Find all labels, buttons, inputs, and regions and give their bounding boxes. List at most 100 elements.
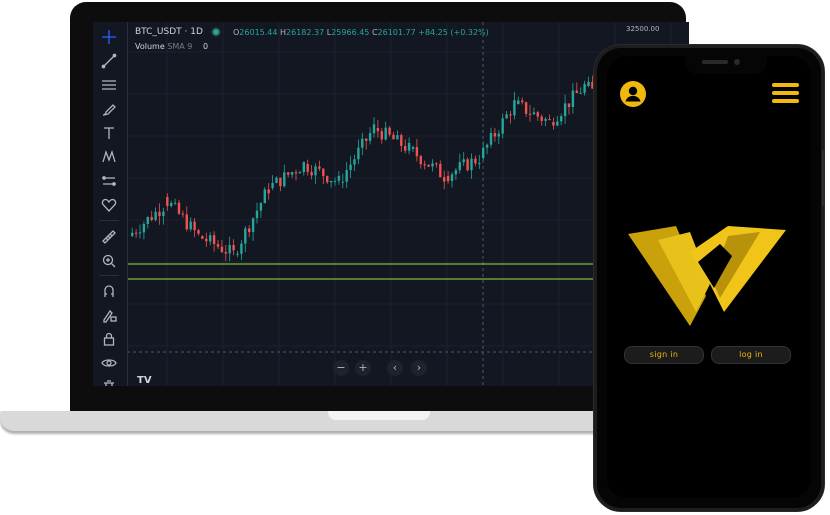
candle-body (357, 147, 360, 160)
candle-body (532, 112, 536, 115)
candle-body (294, 172, 298, 174)
symbol-title[interactable]: BTC_USDT · 1D (135, 27, 203, 37)
volume-legend[interactable]: Volume SMA 9 0 (135, 42, 208, 51)
lock-draw-icon[interactable] (98, 304, 120, 326)
candle-body (142, 224, 146, 233)
candle-body (306, 164, 309, 172)
pattern-icon[interactable] (98, 146, 120, 168)
candle-body (228, 244, 231, 254)
phone-notch (685, 56, 767, 74)
candle-body (205, 238, 208, 242)
candle-body (443, 177, 446, 182)
candle-body (474, 158, 477, 164)
zoom-in-button[interactable]: + (355, 360, 371, 376)
scroll-right-button[interactable]: › (411, 360, 427, 376)
zoom-controls: − + ‹ › (333, 358, 437, 378)
candle-body (197, 230, 200, 234)
candle-body (482, 147, 485, 158)
candle-body (271, 182, 274, 188)
candle-body (411, 147, 415, 149)
scroll-left-button[interactable]: ‹ (387, 360, 403, 376)
crosshair-icon[interactable] (98, 26, 120, 48)
candle-body (388, 127, 391, 135)
market-status-dot (213, 29, 219, 35)
candle-body (528, 113, 532, 115)
candle-body (290, 172, 294, 175)
candle-body (279, 177, 282, 187)
magnet-icon[interactable] (98, 280, 120, 302)
candle-body (185, 214, 188, 230)
candle-body (419, 156, 422, 165)
phone-speaker (702, 60, 728, 64)
candle-body (255, 210, 259, 219)
hamburger-menu-icon[interactable] (772, 83, 799, 104)
candle-body (431, 163, 434, 167)
candle-body (329, 180, 333, 183)
candle-body (345, 170, 348, 182)
candle-body (341, 181, 344, 183)
heart-icon[interactable] (98, 194, 120, 216)
trash-icon[interactable] (98, 376, 120, 386)
candle-body (505, 114, 508, 119)
candle-body (166, 197, 169, 206)
ruler-icon[interactable] (98, 226, 120, 248)
trading-chart-screen: BTC_USDT · 1D O26015.44 H26182.37 L25966… (93, 22, 689, 386)
candle-body (283, 172, 286, 187)
text-icon[interactable] (98, 122, 120, 144)
candle-body (466, 159, 469, 171)
candle-body (224, 251, 227, 254)
candle-body (478, 163, 481, 165)
candle-body (322, 168, 325, 177)
candle-body (134, 232, 138, 234)
candle-body (380, 131, 383, 140)
eye-icon[interactable] (98, 352, 120, 374)
candle-body (536, 112, 539, 117)
candle-body (587, 81, 590, 86)
candle-body (524, 102, 528, 114)
laptop-notch (328, 411, 430, 420)
candle-body (193, 221, 196, 231)
candle-body (497, 133, 500, 137)
brush-icon[interactable] (98, 98, 120, 120)
candle-body (485, 144, 489, 148)
trend-line-icon[interactable] (98, 50, 120, 72)
high-key: H (280, 28, 287, 37)
user-icon[interactable] (620, 81, 646, 107)
sign-in-button[interactable]: sign in (624, 346, 704, 364)
candle-body (396, 135, 399, 140)
fib-icon[interactable] (98, 74, 120, 96)
close-value: 26101.77 (377, 28, 416, 37)
candle-body (384, 127, 387, 140)
candle-body (423, 164, 426, 166)
measure-icon[interactable] (98, 170, 120, 192)
candle-body (493, 133, 497, 137)
candle-body (298, 172, 302, 174)
tradingview-logo: TV (137, 375, 152, 386)
candle-body (571, 90, 575, 107)
candle-body (454, 170, 458, 175)
candle-body (177, 202, 181, 214)
candle-body (470, 158, 473, 171)
candle-body (376, 128, 380, 132)
phone-camera (734, 59, 740, 65)
lock-icon[interactable] (98, 328, 120, 350)
zoom-out-button[interactable]: − (333, 360, 349, 376)
ohlc-readout: O26015.44 H26182.37 L25966.45 C26101.77 … (233, 28, 489, 37)
change-value: +84.25 (+0.32%) (418, 28, 489, 37)
candle-body (583, 84, 586, 93)
brand-logo (628, 226, 786, 326)
candle-body (513, 100, 516, 116)
laptop-base (0, 411, 740, 431)
candle-body (236, 253, 239, 255)
candle-body (326, 176, 329, 183)
candle-body (267, 189, 270, 194)
candle-body (318, 166, 321, 169)
log-in-button[interactable]: log in (711, 346, 791, 364)
candle-body (170, 203, 173, 206)
candle-body (259, 203, 263, 211)
zoom-icon[interactable] (98, 250, 120, 272)
price-axis-label: 32500.00 (626, 25, 660, 33)
candle-body (450, 174, 454, 182)
candle-body (181, 213, 185, 215)
candle-body (458, 162, 461, 171)
